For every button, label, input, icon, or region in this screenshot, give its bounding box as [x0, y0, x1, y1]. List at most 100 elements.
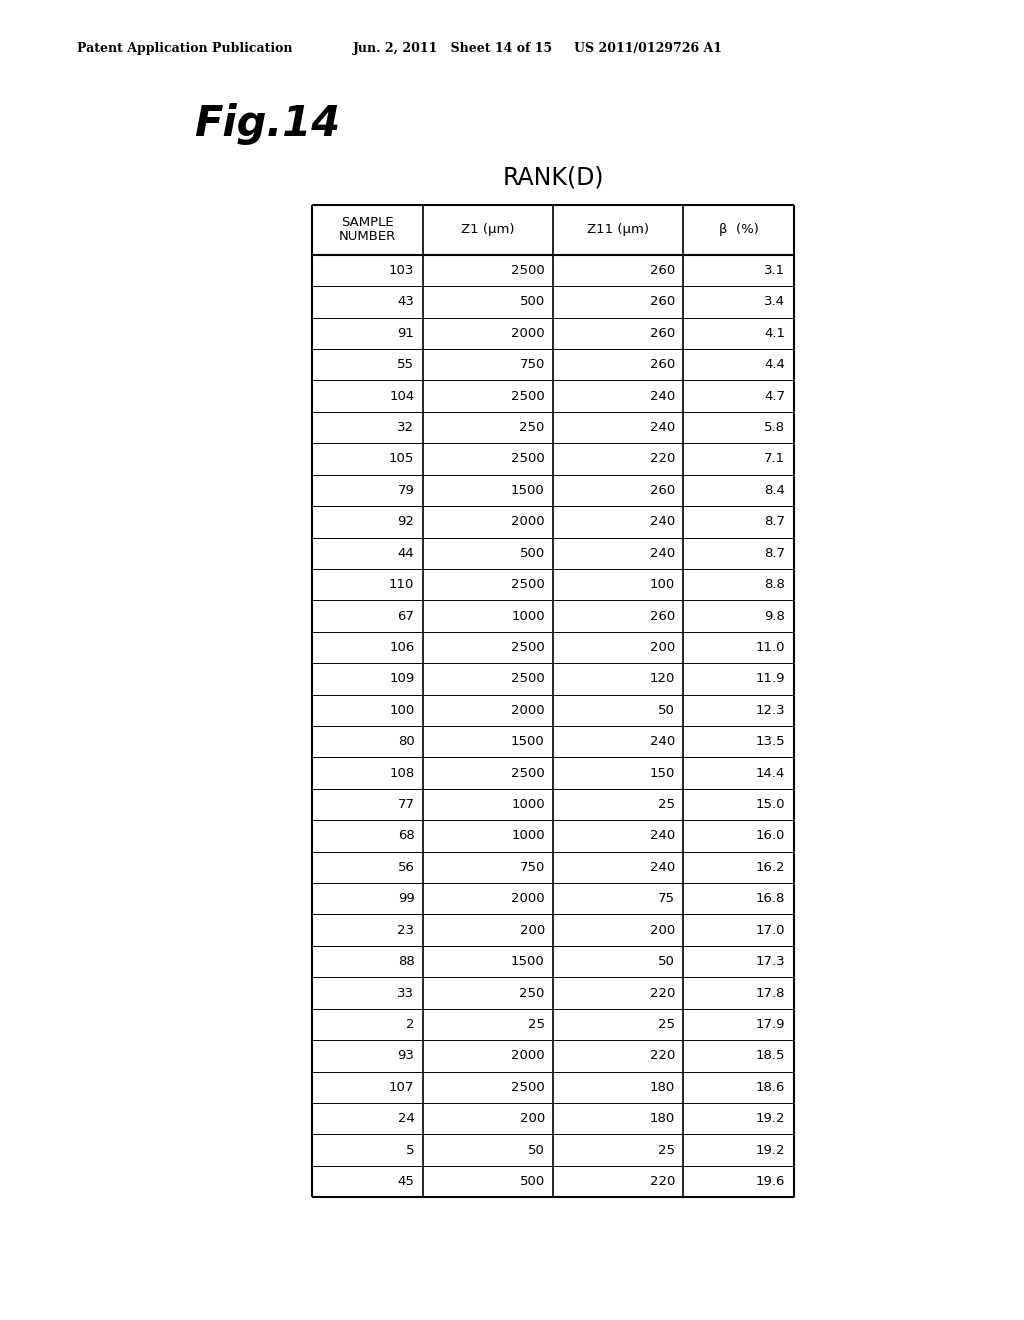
Text: 32: 32	[397, 421, 415, 434]
Text: 105: 105	[389, 453, 415, 466]
Text: 2000: 2000	[511, 515, 545, 528]
Text: 180: 180	[650, 1113, 675, 1125]
Text: 104: 104	[389, 389, 415, 403]
Text: 11.9: 11.9	[756, 672, 785, 685]
Text: RANK(D): RANK(D)	[502, 165, 604, 189]
Text: 500: 500	[519, 546, 545, 560]
Text: 1500: 1500	[511, 484, 545, 496]
Text: β  (%): β (%)	[719, 223, 759, 236]
Text: 88: 88	[397, 956, 415, 968]
Text: 260: 260	[650, 327, 675, 339]
Text: 56: 56	[397, 861, 415, 874]
Text: 500: 500	[519, 1175, 545, 1188]
Text: 8.8: 8.8	[765, 578, 785, 591]
Text: 260: 260	[650, 484, 675, 496]
Text: 109: 109	[389, 672, 415, 685]
Text: 99: 99	[397, 892, 415, 906]
Text: 77: 77	[397, 799, 415, 810]
Text: 67: 67	[397, 610, 415, 623]
Text: 240: 240	[650, 546, 675, 560]
Text: 1500: 1500	[511, 956, 545, 968]
Text: 16.0: 16.0	[756, 829, 785, 842]
Text: Jun. 2, 2011   Sheet 14 of 15     US 2011/0129726 A1: Jun. 2, 2011 Sheet 14 of 15 US 2011/0129…	[353, 42, 723, 55]
Text: 2500: 2500	[511, 672, 545, 685]
Text: 25: 25	[658, 1143, 675, 1156]
Text: 2500: 2500	[511, 264, 545, 277]
Text: 250: 250	[519, 421, 545, 434]
Text: 5: 5	[406, 1143, 415, 1156]
Text: 150: 150	[650, 767, 675, 780]
Text: Z1 (μm): Z1 (μm)	[461, 223, 514, 236]
Text: 75: 75	[658, 892, 675, 906]
Text: 200: 200	[519, 924, 545, 937]
Text: 68: 68	[397, 829, 415, 842]
Text: 120: 120	[650, 672, 675, 685]
Text: 240: 240	[650, 861, 675, 874]
Text: 260: 260	[650, 610, 675, 623]
Text: 19.2: 19.2	[756, 1143, 785, 1156]
Text: 3.1: 3.1	[764, 264, 785, 277]
Text: 19.2: 19.2	[756, 1113, 785, 1125]
Text: 100: 100	[389, 704, 415, 717]
Text: 1000: 1000	[511, 799, 545, 810]
Text: 100: 100	[650, 578, 675, 591]
Text: 240: 240	[650, 735, 675, 748]
Text: 250: 250	[519, 986, 545, 999]
Text: 2: 2	[406, 1018, 415, 1031]
Text: 240: 240	[650, 515, 675, 528]
Text: 12.3: 12.3	[756, 704, 785, 717]
Text: 25: 25	[658, 1018, 675, 1031]
Text: Fig.14: Fig.14	[195, 103, 341, 145]
Text: 1500: 1500	[511, 735, 545, 748]
Text: 200: 200	[519, 1113, 545, 1125]
Text: 1000: 1000	[511, 829, 545, 842]
Text: 220: 220	[650, 453, 675, 466]
Text: 33: 33	[397, 986, 415, 999]
Text: 4.4: 4.4	[765, 358, 785, 371]
Text: 103: 103	[389, 264, 415, 277]
Text: 220: 220	[650, 1049, 675, 1063]
Text: 55: 55	[397, 358, 415, 371]
Text: 260: 260	[650, 296, 675, 309]
Text: 110: 110	[389, 578, 415, 591]
Text: 17.8: 17.8	[756, 986, 785, 999]
Text: 79: 79	[397, 484, 415, 496]
Text: 750: 750	[519, 358, 545, 371]
Text: 5.8: 5.8	[764, 421, 785, 434]
Text: 106: 106	[389, 642, 415, 653]
Text: 2000: 2000	[511, 704, 545, 717]
Text: 50: 50	[658, 704, 675, 717]
Text: 9.8: 9.8	[765, 610, 785, 623]
Text: 4.1: 4.1	[764, 327, 785, 339]
Text: 23: 23	[397, 924, 415, 937]
Text: 2500: 2500	[511, 767, 545, 780]
Text: 44: 44	[397, 546, 415, 560]
Text: 1000: 1000	[511, 610, 545, 623]
Text: 220: 220	[650, 1175, 675, 1188]
Text: Patent Application Publication: Patent Application Publication	[77, 42, 292, 55]
Text: 13.5: 13.5	[756, 735, 785, 748]
Text: 108: 108	[389, 767, 415, 780]
Text: 3.4: 3.4	[764, 296, 785, 309]
Text: 220: 220	[650, 986, 675, 999]
Text: 80: 80	[397, 735, 415, 748]
Text: 24: 24	[397, 1113, 415, 1125]
Text: 4.7: 4.7	[764, 389, 785, 403]
Text: 17.9: 17.9	[756, 1018, 785, 1031]
Text: 180: 180	[650, 1081, 675, 1094]
Text: 2500: 2500	[511, 453, 545, 466]
Text: 11.0: 11.0	[756, 642, 785, 653]
Text: 8.7: 8.7	[764, 515, 785, 528]
Text: 750: 750	[519, 861, 545, 874]
Text: 240: 240	[650, 389, 675, 403]
Text: 18.5: 18.5	[756, 1049, 785, 1063]
Text: 16.8: 16.8	[756, 892, 785, 906]
Text: 18.6: 18.6	[756, 1081, 785, 1094]
Text: 50: 50	[528, 1143, 545, 1156]
Text: 107: 107	[389, 1081, 415, 1094]
Text: 200: 200	[650, 924, 675, 937]
Text: 25: 25	[527, 1018, 545, 1031]
Text: 17.0: 17.0	[756, 924, 785, 937]
Text: 240: 240	[650, 829, 675, 842]
Text: 7.1: 7.1	[764, 453, 785, 466]
